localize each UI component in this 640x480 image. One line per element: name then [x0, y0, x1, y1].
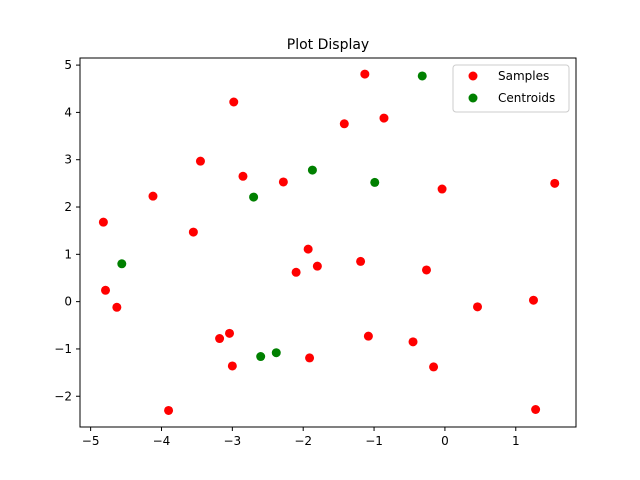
samples-point	[98, 217, 108, 227]
samples-point	[379, 113, 389, 123]
samples-point	[303, 244, 313, 254]
y-tick-label: 5	[64, 58, 72, 72]
centroids-point	[249, 192, 259, 202]
legend-label-centroids: Centroids	[498, 91, 555, 105]
samples-point	[363, 331, 373, 341]
legend-marker-samples	[468, 71, 478, 81]
legend-marker-centroids	[468, 93, 478, 103]
samples-point	[531, 404, 541, 414]
samples-point	[528, 295, 538, 305]
samples-point	[550, 178, 560, 188]
samples-point	[164, 405, 174, 415]
x-tick-label: −3	[223, 434, 241, 448]
samples-point	[360, 69, 370, 79]
y-tick-label: −2	[54, 389, 72, 403]
centroids-point	[370, 177, 380, 187]
samples-point	[429, 362, 439, 372]
x-tick-label: 0	[441, 434, 449, 448]
samples-point	[101, 285, 111, 295]
samples-point	[215, 334, 225, 344]
legend-label-samples: Samples	[498, 69, 549, 83]
x-tick-label: 1	[512, 434, 520, 448]
y-tick-label: 2	[64, 200, 72, 214]
samples-point	[188, 227, 198, 237]
samples-point	[339, 119, 349, 129]
samples-point	[408, 337, 418, 347]
centroids-point	[256, 352, 266, 362]
samples-point	[473, 302, 483, 312]
plot-points	[98, 69, 560, 415]
legend: Samples Centroids	[452, 64, 570, 113]
samples-point	[437, 184, 447, 194]
x-axis: −5 −4 −3 −2 −1 0 1	[82, 427, 520, 448]
samples-point	[148, 191, 158, 201]
samples-point	[229, 97, 239, 107]
y-tick-label: 1	[64, 247, 72, 261]
centroids-point	[307, 165, 317, 175]
y-tick-label: 3	[64, 153, 72, 167]
x-tick-label: −2	[294, 434, 312, 448]
samples-point	[227, 361, 237, 371]
samples-point	[291, 267, 301, 277]
samples-point	[225, 328, 235, 338]
y-tick-label: −1	[54, 342, 72, 356]
samples-point	[112, 302, 122, 312]
centroids-point	[271, 348, 281, 358]
chart-title: Plot Display	[287, 37, 369, 53]
y-axis: −2 −1 0 1 2 3 4 5	[54, 58, 80, 403]
samples-point	[238, 171, 248, 181]
samples-point	[305, 353, 315, 363]
samples-point	[312, 261, 322, 271]
samples-point	[421, 265, 431, 275]
y-tick-label: 0	[64, 295, 72, 309]
samples-point	[278, 177, 288, 187]
samples-point	[195, 156, 205, 166]
centroids-point	[117, 259, 127, 269]
y-tick-label: 4	[64, 105, 72, 119]
legend-box	[452, 64, 570, 113]
x-tick-label: −5	[82, 434, 100, 448]
samples-point	[356, 256, 366, 266]
centroids-point	[417, 71, 427, 81]
x-tick-label: −4	[153, 434, 171, 448]
x-tick-label: −1	[365, 434, 383, 448]
axes-frame	[79, 57, 577, 428]
